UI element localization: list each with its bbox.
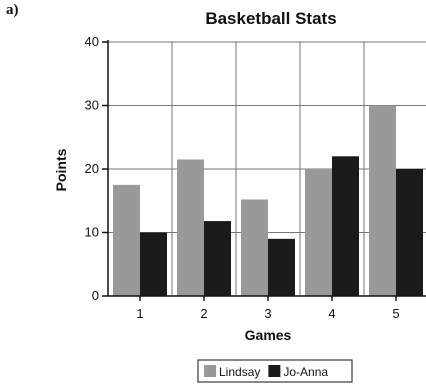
y-tick-label: 0 (92, 288, 99, 303)
axes (102, 40, 426, 301)
legend-swatch-jo-anna (268, 365, 281, 377)
x-tick-label: 3 (264, 306, 271, 321)
y-axis-label: Points (53, 148, 69, 191)
bar-jo-anna-game-4 (332, 156, 359, 296)
bar-jo-anna-game-5 (396, 169, 423, 296)
bar-jo-anna-game-3 (268, 238, 295, 296)
chart-title: Basketball Stats (205, 9, 336, 28)
x-tick-label: 2 (200, 306, 207, 321)
legend: Lindsay Jo-Anna (197, 359, 353, 383)
legend-label-lindsay: Lindsay (219, 365, 260, 379)
bar-lindsay-game-4 (305, 169, 332, 296)
x-tick-label: 1 (136, 306, 143, 321)
part-label: a) (6, 2, 19, 18)
y-tick-label: 10 (85, 225, 99, 240)
bar-lindsay-game-5 (369, 105, 396, 296)
x-axis-label: Games (245, 327, 292, 343)
bar-jo-anna-game-1 (140, 232, 167, 296)
y-tick-label: 20 (85, 161, 99, 176)
x-tick-label: 5 (392, 306, 399, 321)
legend-label-jo-anna: Jo-Anna (283, 365, 328, 379)
bars (113, 105, 423, 296)
x-tick-labels: 1 2 3 4 5 (136, 306, 399, 321)
bar-lindsay-game-2 (177, 159, 204, 296)
y-tick-label: 40 (85, 34, 99, 49)
bar-jo-anna-game-2 (204, 221, 231, 296)
y-tick-label: 30 (85, 98, 99, 113)
y-tick-labels: 0 10 20 30 40 (85, 34, 99, 303)
legend-swatch-lindsay (204, 365, 216, 377)
bar-lindsay-game-1 (113, 184, 140, 296)
x-tick-label: 4 (328, 306, 335, 321)
bar-lindsay-game-3 (241, 199, 268, 296)
